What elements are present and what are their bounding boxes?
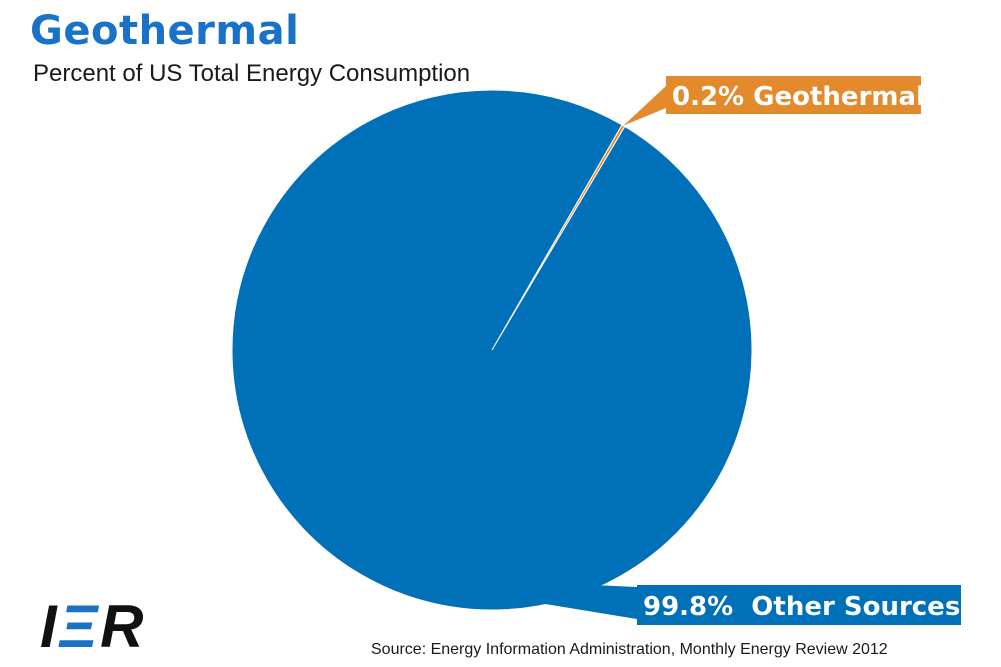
- callout-pointer: [623, 86, 666, 126]
- slice-label: 0.2% Geothermal: [672, 82, 925, 112]
- chart-subtitle: Percent of US Total Energy Consumption: [33, 60, 471, 87]
- pie-slice-other-sources: [231, 89, 753, 611]
- callout-box: [637, 585, 961, 625]
- callout-box: [666, 76, 921, 114]
- slice-label: 99.8% Other Sources: [643, 592, 960, 622]
- callout-other-sources: 99.8% Other Sources: [364, 574, 961, 625]
- source-note: Source: Energy Information Administratio…: [371, 641, 888, 658]
- pie-slices: [231, 89, 753, 611]
- ier-logo: IΞR: [40, 593, 146, 660]
- chart-title: Geothermal: [30, 8, 300, 54]
- callout-pointer: [364, 574, 637, 619]
- pie-callouts: 0.2% Geothermal 99.8% Other Sources: [364, 76, 961, 625]
- callout-geothermal: 0.2% Geothermal: [623, 76, 925, 126]
